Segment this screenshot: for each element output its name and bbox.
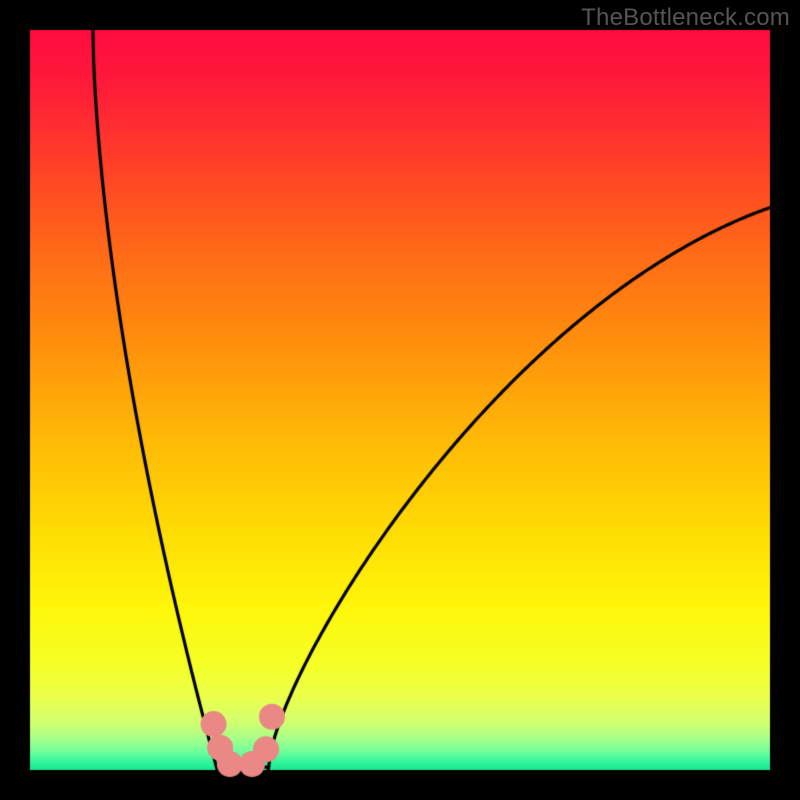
watermark-label: TheBottleneck.com xyxy=(581,4,790,32)
bottleneck-chart xyxy=(0,0,800,800)
chart-stage: TheBottleneck.com xyxy=(0,0,800,800)
